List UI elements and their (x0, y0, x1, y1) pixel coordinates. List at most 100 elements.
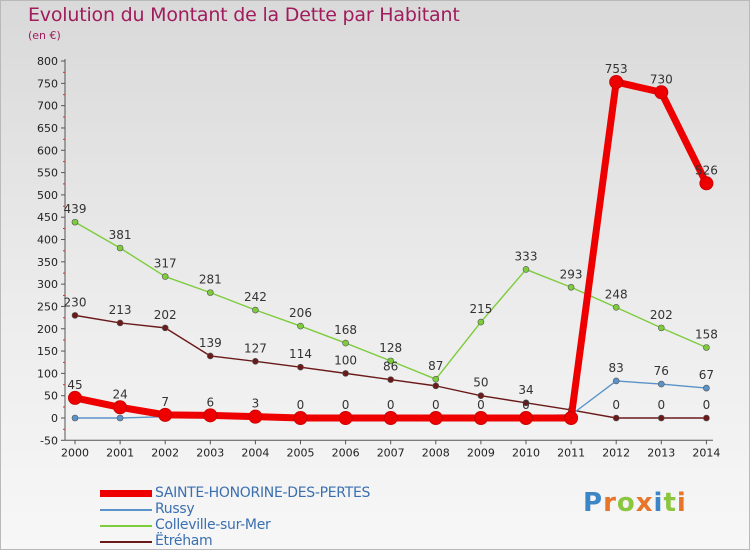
data-point (609, 75, 624, 90)
data-label: 83 (609, 361, 624, 375)
data-point (293, 411, 308, 425)
logo-letter: i (676, 488, 687, 518)
data-label: 439 (64, 202, 87, 216)
x-tick-label: 2013 (647, 446, 675, 459)
data-point (432, 375, 440, 383)
data-label: 127 (244, 341, 267, 355)
data-point (657, 324, 665, 332)
data-label: 67 (699, 368, 714, 382)
data-point (252, 358, 259, 365)
logo-letter: t (663, 488, 677, 518)
data-label: 0 (477, 398, 485, 412)
data-label: 7 (161, 395, 169, 409)
data-label: 248 (605, 287, 628, 301)
proxiti-logo: Proxiti (583, 488, 687, 518)
series-group (68, 75, 714, 425)
logo-letter: o (616, 488, 636, 518)
data-point (342, 339, 349, 347)
data-label: 76 (654, 364, 669, 378)
y-tick-label: 450 (37, 211, 58, 224)
data-point (68, 390, 82, 405)
y-tick-label: 500 (37, 189, 58, 202)
data-label: 128 (379, 341, 402, 355)
data-label: 333 (515, 249, 538, 263)
data-label: 215 (469, 302, 492, 316)
legend-label: Russy (155, 501, 195, 517)
data-point (477, 392, 485, 399)
data-label: 242 (244, 290, 267, 304)
data-label: 3 (252, 397, 260, 411)
y-tick-label: 400 (37, 234, 58, 247)
x-tick-label: 2000 (61, 446, 89, 459)
legend-label: Colleville-sur-Mer (155, 517, 271, 533)
y-tick-label: 200 (37, 323, 58, 336)
data-point (297, 322, 304, 330)
data-point (158, 407, 173, 422)
chart-subtitle: (en €) (28, 29, 61, 42)
data-label: 230 (64, 295, 87, 309)
data-point (522, 399, 530, 407)
x-tick-label: 2010 (512, 446, 540, 459)
logo-letter: r (603, 488, 617, 518)
data-label: 281 (199, 273, 222, 287)
data-point (116, 414, 124, 422)
data-label: 45 (67, 378, 82, 392)
data-point (519, 411, 533, 425)
data-label: 87 (428, 359, 443, 373)
data-label: 158 (695, 328, 718, 342)
data-point (703, 384, 710, 392)
y-tick-label: 800 (37, 55, 58, 68)
data-label: 202 (650, 308, 673, 322)
data-point (297, 363, 304, 371)
data-point (567, 283, 575, 291)
data-label: 381 (109, 228, 132, 242)
data-label: 0 (657, 398, 665, 412)
y-tick-label: 600 (37, 144, 58, 157)
y-tick-label: 100 (37, 367, 58, 380)
chart-title: Evolution du Montant de la Dette par Hab… (28, 4, 460, 26)
data-point (477, 318, 485, 326)
legend-label: Ëtréham (155, 533, 213, 549)
x-tick-label: 2008 (422, 446, 450, 459)
x-tick-label: 2006 (332, 446, 360, 459)
y-tick-label: -50 (40, 434, 58, 447)
legend-label: SAINTE-HONORINE-DES-PERTES (155, 485, 371, 501)
data-label: 293 (560, 267, 583, 281)
data-point (699, 176, 714, 191)
logo-letter: x (635, 488, 654, 518)
data-point (207, 352, 214, 360)
data-point (387, 376, 395, 383)
data-point (522, 266, 530, 273)
data-point (338, 411, 353, 425)
data-point (564, 411, 579, 425)
y-tick-label: 250 (37, 300, 58, 313)
x-tick-label: 2004 (241, 446, 269, 459)
data-label: 114 (289, 347, 312, 361)
data-point (116, 319, 124, 327)
y-tick-label: 750 (37, 77, 58, 90)
axes: -500501001502002503003504004505005506006… (37, 55, 720, 459)
y-tick-label: 50 (44, 390, 58, 403)
data-point (703, 344, 710, 351)
x-tick-label: 2007 (377, 446, 405, 459)
x-tick-label: 2011 (557, 446, 585, 459)
data-point (342, 370, 349, 377)
data-label: 100 (334, 353, 357, 367)
data-point (703, 414, 710, 422)
y-tick-label: 300 (37, 278, 58, 291)
data-label: 0 (522, 398, 530, 412)
data-point (203, 408, 218, 423)
data-label: 0 (387, 398, 395, 412)
data-point (71, 218, 79, 226)
data-point (657, 414, 665, 422)
data-label: 50 (473, 376, 488, 390)
data-label: 0 (432, 398, 440, 412)
x-tick-label: 2014 (692, 446, 720, 459)
data-label: 0 (612, 398, 620, 412)
data-label: 213 (109, 303, 132, 317)
data-point (71, 312, 79, 319)
data-point (161, 324, 169, 332)
x-tick-label: 2002 (151, 446, 179, 459)
